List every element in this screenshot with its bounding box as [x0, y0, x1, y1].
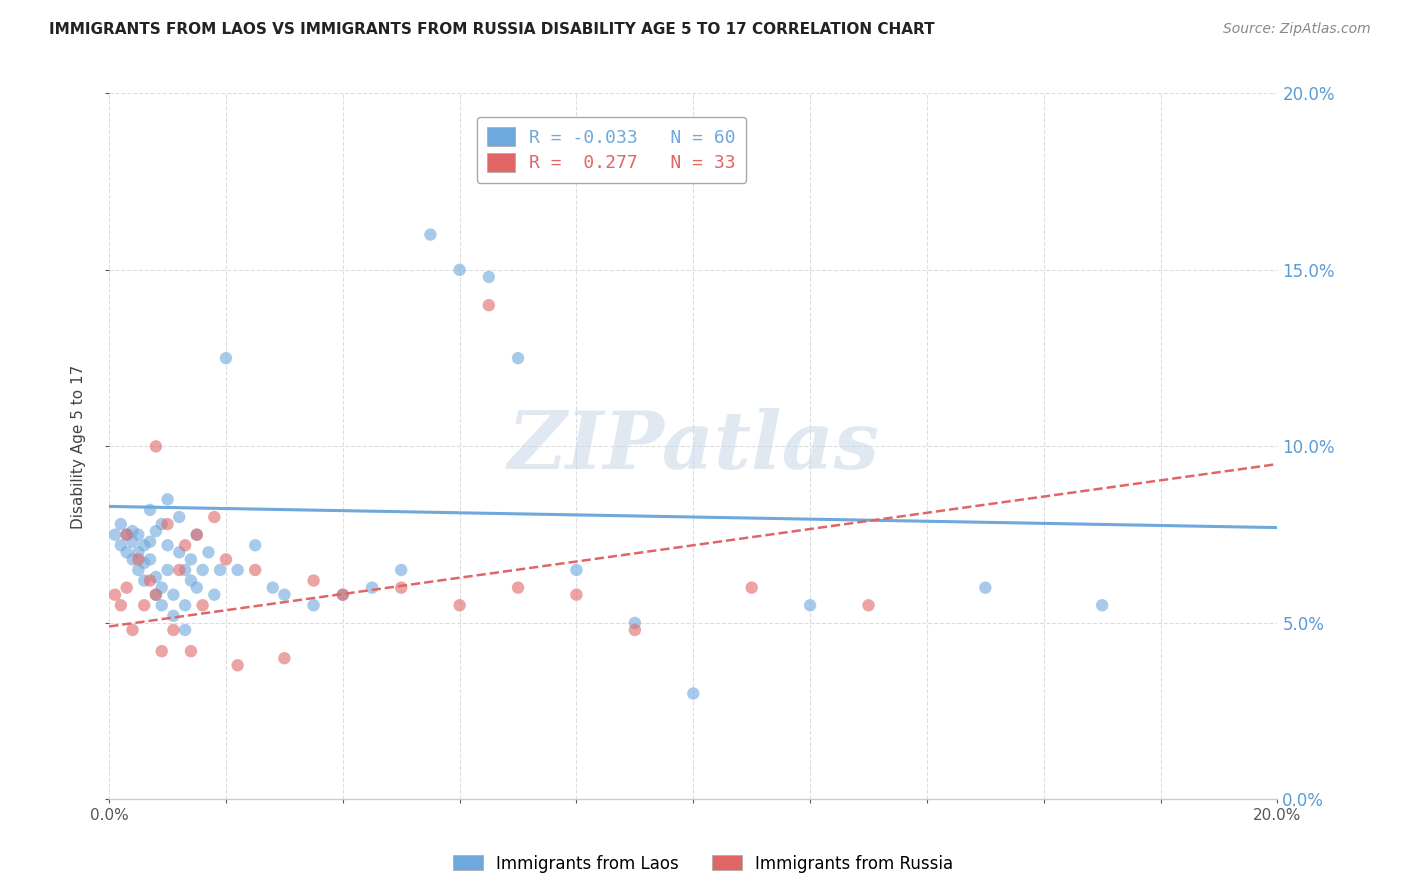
Point	[174, 563, 197, 577]
Point	[121, 524, 143, 538]
Point	[174, 623, 197, 637]
Point	[243, 538, 266, 552]
Point	[197, 545, 219, 559]
Point	[506, 351, 529, 366]
Point	[134, 538, 156, 552]
Point	[186, 527, 208, 541]
Point	[191, 563, 214, 577]
Point	[186, 527, 208, 541]
Point	[115, 545, 138, 559]
Point	[121, 534, 143, 549]
Point	[145, 588, 167, 602]
Point	[226, 658, 249, 673]
Point	[134, 556, 156, 570]
Point	[145, 588, 167, 602]
Point	[332, 588, 354, 602]
Point	[139, 503, 162, 517]
Point	[191, 599, 214, 613]
Point	[180, 552, 202, 566]
Point	[682, 687, 704, 701]
Point	[302, 574, 325, 588]
Point	[449, 263, 471, 277]
Point	[506, 581, 529, 595]
Point	[202, 588, 225, 602]
Point	[127, 527, 149, 541]
Point	[134, 574, 156, 588]
Point	[115, 581, 138, 595]
Point	[273, 588, 295, 602]
Point	[115, 527, 138, 541]
Point	[115, 527, 138, 541]
Point	[121, 623, 143, 637]
Point	[121, 552, 143, 566]
Point	[273, 651, 295, 665]
Point	[449, 599, 471, 613]
Text: IMMIGRANTS FROM LAOS VS IMMIGRANTS FROM RUSSIA DISABILITY AGE 5 TO 17 CORRELATIO: IMMIGRANTS FROM LAOS VS IMMIGRANTS FROM …	[49, 22, 935, 37]
Point	[145, 524, 167, 538]
Point	[174, 538, 197, 552]
Point	[209, 563, 232, 577]
Point	[145, 439, 167, 453]
Point	[226, 563, 249, 577]
Point	[110, 538, 132, 552]
Point	[243, 563, 266, 577]
Y-axis label: Disability Age 5 to 17: Disability Age 5 to 17	[72, 364, 86, 529]
Point	[262, 581, 284, 595]
Point	[624, 623, 647, 637]
Point	[156, 563, 179, 577]
Point	[202, 510, 225, 524]
Point	[162, 623, 184, 637]
Point	[565, 588, 588, 602]
Point	[741, 581, 763, 595]
Text: ZIPatlas: ZIPatlas	[508, 408, 879, 485]
Point	[974, 581, 997, 595]
Point	[565, 563, 588, 577]
Point	[156, 517, 179, 532]
Point	[104, 527, 127, 541]
Point	[110, 599, 132, 613]
Point	[139, 552, 162, 566]
Point	[478, 298, 501, 312]
Point	[361, 581, 384, 595]
Point	[180, 574, 202, 588]
Point	[150, 599, 173, 613]
Point	[139, 574, 162, 588]
Legend: R = -0.033   N = 60, R =  0.277   N = 33: R = -0.033 N = 60, R = 0.277 N = 33	[477, 117, 747, 183]
Point	[167, 545, 190, 559]
Point	[180, 644, 202, 658]
Point	[215, 552, 238, 566]
Point	[127, 552, 149, 566]
Point	[156, 492, 179, 507]
Point	[389, 581, 412, 595]
Point	[332, 588, 354, 602]
Point	[799, 599, 821, 613]
Point	[150, 644, 173, 658]
Point	[139, 534, 162, 549]
Point	[162, 608, 184, 623]
Point	[145, 570, 167, 584]
Point	[134, 599, 156, 613]
Point	[167, 510, 190, 524]
Point	[1091, 599, 1114, 613]
Point	[150, 581, 173, 595]
Point	[167, 563, 190, 577]
Point	[419, 227, 441, 242]
Point	[215, 351, 238, 366]
Text: Source: ZipAtlas.com: Source: ZipAtlas.com	[1223, 22, 1371, 37]
Point	[110, 517, 132, 532]
Point	[624, 615, 647, 630]
Point	[150, 517, 173, 532]
Legend: Immigrants from Laos, Immigrants from Russia: Immigrants from Laos, Immigrants from Ru…	[446, 848, 960, 880]
Point	[127, 545, 149, 559]
Point	[302, 599, 325, 613]
Point	[156, 538, 179, 552]
Point	[174, 599, 197, 613]
Point	[858, 599, 880, 613]
Point	[389, 563, 412, 577]
Point	[104, 588, 127, 602]
Point	[162, 588, 184, 602]
Point	[186, 581, 208, 595]
Point	[127, 563, 149, 577]
Point	[478, 269, 501, 284]
